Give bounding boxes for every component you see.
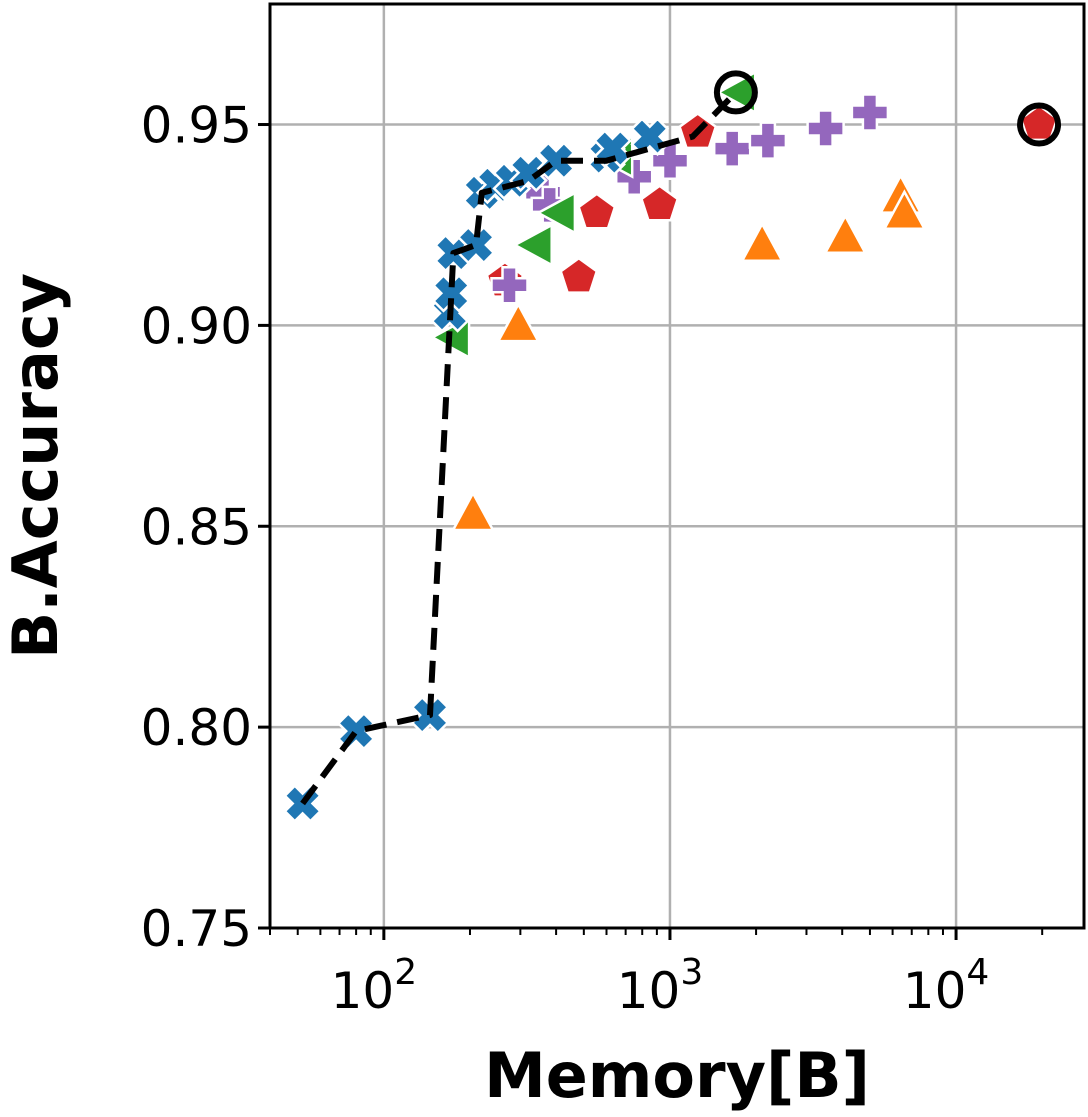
- triangle-up-marker: [740, 221, 785, 263]
- x-marker: [456, 225, 496, 265]
- y-tick-label: 0.85: [141, 498, 252, 556]
- x-marker: [431, 273, 471, 313]
- triangle-up-marker: [823, 213, 868, 255]
- pentagon-marker: [577, 192, 617, 230]
- plot-marks: [283, 70, 1062, 823]
- x-tick-label: 102: [331, 952, 418, 1020]
- plus-marker: [712, 129, 752, 168]
- plus-marker: [650, 141, 690, 180]
- x-axis-label: Memory[B]: [484, 1039, 870, 1112]
- x-tick-label: 103: [617, 952, 704, 1020]
- pareto-front-line: [300, 90, 739, 806]
- y-tick-label: 0.75: [141, 900, 252, 958]
- x-marker: [593, 129, 632, 169]
- axis-ticks: 102 103 104 0.75 0.80 0.85 0.90 0.95: [141, 97, 1044, 1020]
- plus-marker: [806, 109, 845, 148]
- triangle-up-marker: [882, 189, 927, 230]
- plus-marker: [748, 121, 788, 160]
- triangle-up-marker: [496, 301, 541, 343]
- highlight-circle: [1017, 102, 1062, 147]
- x-tick-label: 104: [903, 952, 990, 1020]
- y-tick-label: 0.95: [141, 97, 252, 155]
- triangle-left-marker: [535, 190, 577, 236]
- plus-marker: [490, 265, 529, 305]
- triangle-up-marker: [451, 490, 496, 532]
- plot-frame: [268, 2, 1086, 930]
- highlight-circle: [713, 70, 758, 115]
- y-axis-label: B.Accuracy: [0, 273, 72, 659]
- pentagon-marker: [640, 184, 680, 222]
- y-tick-label: 0.90: [141, 297, 252, 355]
- triangle-left-marker: [512, 223, 553, 268]
- y-tick-label: 0.80: [141, 699, 252, 757]
- plus-marker: [850, 93, 890, 132]
- pentagon-marker: [559, 256, 599, 294]
